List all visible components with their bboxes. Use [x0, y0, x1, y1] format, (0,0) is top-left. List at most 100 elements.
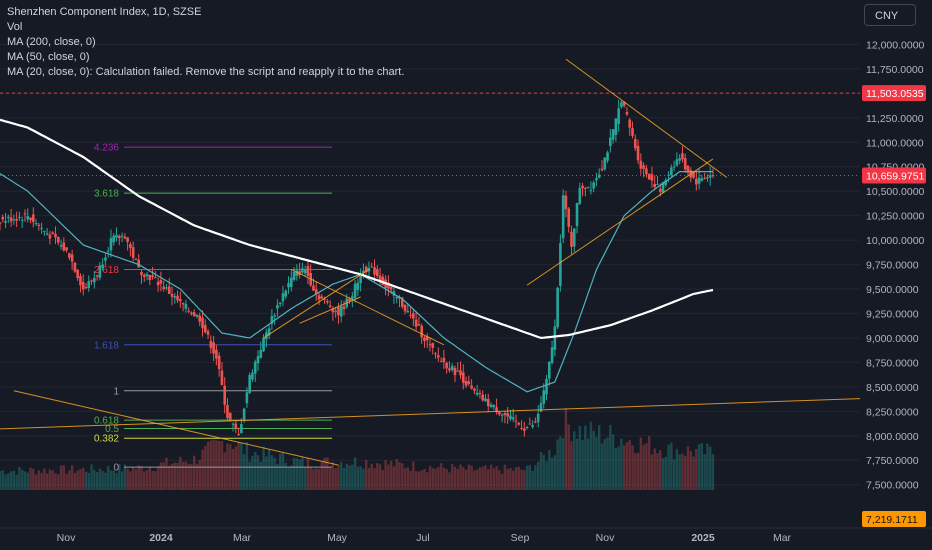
candle-body	[636, 145, 640, 161]
candle-body	[115, 234, 118, 238]
volume-bar	[539, 451, 543, 490]
volume-bar	[592, 430, 595, 490]
candle-body	[431, 343, 435, 348]
trendline	[13, 390, 339, 466]
volume-bar	[622, 445, 626, 490]
volume-bar	[126, 468, 129, 490]
candle-body	[484, 398, 487, 402]
volume-bar	[0, 471, 2, 490]
volume-bar	[43, 468, 46, 490]
volume-bar	[631, 445, 634, 490]
price-axis-bg	[860, 0, 932, 550]
volume-bar	[548, 450, 551, 490]
price-tick-label: 11,750.0000	[866, 64, 924, 76]
current-price-tag: 10,659.9751	[866, 171, 925, 183]
volume-bar	[525, 465, 529, 490]
time-tick-label: Mar	[773, 532, 792, 544]
ma20-indicator-label[interactable]: MA (20, close, 0): Calculation failed. R…	[7, 66, 405, 78]
low-price-tag: 7,219.1711	[866, 514, 918, 526]
volume-bar	[251, 455, 254, 490]
symbol-title[interactable]: Shenzhen Component Index, 1D, SZSE	[7, 6, 202, 18]
volume-bar	[556, 439, 559, 490]
currency-button[interactable]: CNY	[864, 4, 916, 26]
candle-body	[575, 202, 579, 227]
volume-bar	[564, 408, 568, 490]
volume-bar	[378, 464, 382, 490]
candle-body	[351, 296, 354, 300]
candle-body	[653, 183, 657, 188]
volume-bar	[528, 465, 532, 490]
volume-bar	[445, 468, 448, 490]
ma200-indicator-label[interactable]: MA (200, close, 0)	[7, 36, 96, 48]
volume-bar	[209, 440, 213, 490]
volume-bar	[303, 466, 307, 490]
candle-body	[328, 305, 332, 308]
volume-bar	[434, 468, 437, 490]
candle-body	[700, 178, 704, 181]
trendline	[0, 398, 861, 430]
candle-body	[68, 253, 71, 258]
volume-bar	[220, 441, 224, 490]
candle-body	[223, 385, 227, 405]
volume-bar	[79, 469, 82, 490]
volume-indicator-label[interactable]: Vol	[7, 21, 23, 33]
volume-bar	[392, 466, 396, 490]
candle-body	[547, 361, 551, 379]
volume-bar	[115, 473, 118, 490]
volume-bar	[617, 446, 620, 490]
candle-body	[486, 398, 490, 407]
candle-body	[26, 216, 30, 220]
candle-body	[29, 217, 32, 221]
ma50-indicator-label[interactable]: MA (50, close, 0)	[7, 51, 90, 63]
candle-body	[403, 304, 407, 312]
volume-bar	[586, 438, 590, 490]
volume-bar	[520, 469, 523, 490]
candle-body	[34, 222, 38, 225]
candle-body	[675, 159, 679, 166]
candle-body	[622, 101, 626, 106]
candle-body	[578, 187, 582, 204]
fib-level-label: 2.618	[94, 265, 119, 276]
volume-bar	[567, 424, 570, 490]
price-tick-label: 10,000.0000	[866, 235, 925, 247]
candle-body	[145, 274, 149, 277]
volume-bar	[534, 465, 537, 490]
candle-body	[681, 153, 684, 160]
fib-level-label: 4.236	[94, 143, 119, 154]
trendline	[291, 269, 445, 346]
candle-body	[542, 390, 546, 404]
trendline	[299, 296, 361, 324]
volume-bar	[448, 472, 451, 490]
candle-body	[611, 129, 615, 140]
candle-body	[625, 111, 629, 115]
candle-body	[389, 286, 393, 290]
volume-bar	[412, 461, 415, 490]
chart-legend: Shenzhen Component Index, 1D, SZSE Vol M…	[7, 5, 404, 80]
candle-body	[672, 166, 676, 168]
candle-body	[633, 138, 637, 149]
candle-body	[117, 235, 121, 239]
candle-body	[167, 286, 171, 295]
volume-bar	[165, 457, 168, 490]
high-price-tag: 11,503.0535	[866, 88, 924, 100]
candle-body	[395, 296, 399, 299]
candle-body	[356, 282, 360, 291]
volume-bar	[245, 441, 249, 490]
volume-bar	[456, 468, 459, 490]
candle-body	[43, 230, 46, 232]
candle-body	[595, 178, 598, 181]
volume-bar	[259, 461, 262, 490]
candle-body	[473, 388, 476, 391]
volume-bar	[342, 467, 346, 490]
candle-body	[273, 315, 276, 317]
candle-body	[500, 414, 504, 416]
candle-body	[428, 344, 432, 346]
volume-bar	[315, 468, 318, 490]
price-tick-label: 9,500.0000	[866, 284, 919, 296]
candle-body	[9, 217, 13, 222]
candle-body	[187, 310, 190, 312]
volume-bar	[675, 449, 679, 490]
volume-bar	[620, 438, 623, 490]
volume-bar	[12, 470, 16, 490]
